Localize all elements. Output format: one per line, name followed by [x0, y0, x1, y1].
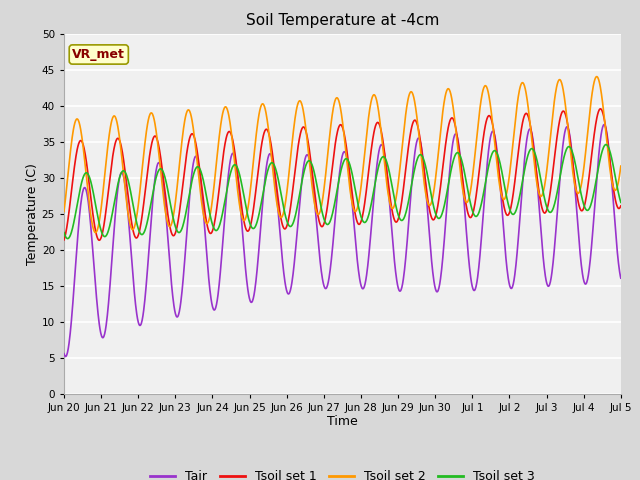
X-axis label: Time: Time	[327, 415, 358, 429]
Legend: Tair, Tsoil set 1, Tsoil set 2, Tsoil set 3: Tair, Tsoil set 1, Tsoil set 2, Tsoil se…	[145, 465, 540, 480]
Y-axis label: Temperature (C): Temperature (C)	[26, 163, 39, 264]
Text: VR_met: VR_met	[72, 48, 125, 61]
Title: Soil Temperature at -4cm: Soil Temperature at -4cm	[246, 13, 439, 28]
